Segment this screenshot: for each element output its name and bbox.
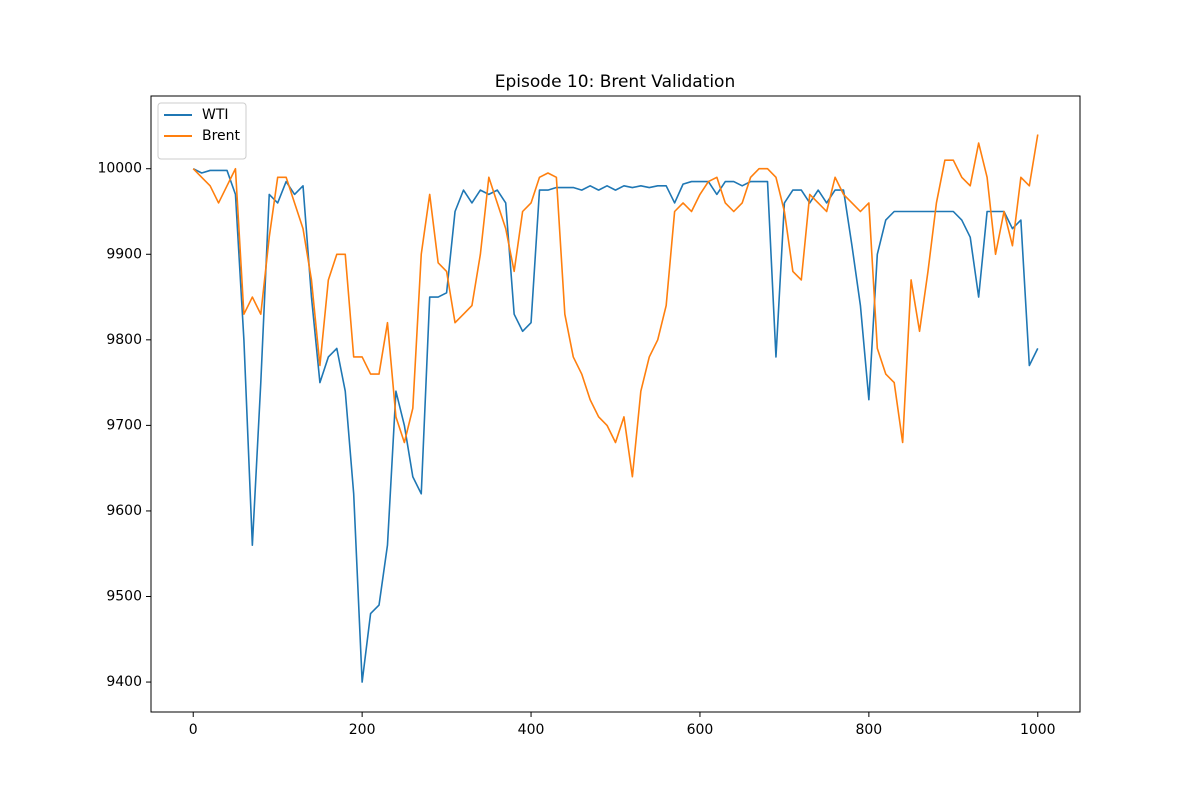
x-tick-label: 400 — [518, 722, 545, 738]
legend-frame — [157, 102, 247, 160]
legend-label: Brent — [202, 128, 241, 144]
y-tick-label: 9500 — [106, 589, 142, 605]
y-tick-label: 9800 — [106, 332, 142, 348]
x-tick-label: 800 — [855, 722, 882, 738]
x-tick-label: 0 — [189, 722, 198, 738]
y-tick-label: 10000 — [97, 161, 142, 177]
x-tick-label: 1000 — [1020, 722, 1056, 738]
legend-label: WTI — [202, 107, 229, 123]
axes-frame — [150, 95, 1081, 713]
y-tick-label: 9600 — [106, 503, 142, 519]
y-tick-label: 9700 — [106, 417, 142, 433]
x-tick-label: 200 — [349, 722, 376, 738]
series-line — [192, 168, 1039, 683]
y-tick-label: 9400 — [106, 674, 142, 690]
y-tick-label: 9900 — [106, 246, 142, 262]
series-line — [192, 134, 1039, 478]
x-tick-label: 600 — [687, 722, 714, 738]
chart-title: Episode 10: Brent Validation — [495, 72, 735, 92]
legend: WTI Brent — [157, 102, 247, 160]
